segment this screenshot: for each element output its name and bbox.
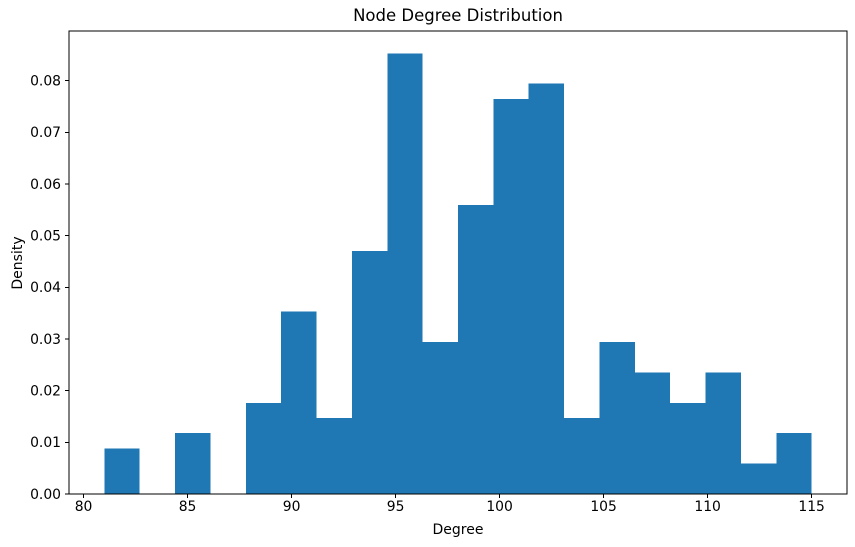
x-tick-label: 80 (75, 499, 93, 515)
x-axis-label: Degree (432, 522, 484, 538)
y-tick-label: 0.01 (30, 435, 61, 451)
axes-spines (68, 30, 848, 495)
histogram-bar (245, 402, 282, 494)
y-tick-label: 0.06 (30, 177, 61, 193)
histogram-bar (422, 342, 458, 494)
x-tick-label: 90 (283, 499, 301, 515)
y-tick-label: 0.08 (30, 73, 61, 89)
x-tick-label: 100 (486, 499, 513, 515)
x-tick-label: 85 (179, 499, 197, 515)
y-axis-label: Density (10, 236, 26, 290)
chart-title: Node Degree Distribution (353, 6, 563, 25)
x-tick-label: 115 (798, 499, 825, 515)
histogram-bar (599, 342, 635, 494)
histogram-bar (387, 53, 423, 494)
x-tick-label: 95 (387, 499, 405, 515)
y-tick-label: 0.00 (30, 487, 61, 503)
y-tick-label: 0.04 (30, 280, 61, 296)
y-tick-label: 0.03 (30, 332, 61, 348)
histogram-bar (316, 418, 352, 494)
histogram-bar (351, 250, 388, 494)
histogram-bar (458, 205, 494, 495)
y-tick-label: 0.07 (30, 125, 61, 141)
histogram-bar (776, 433, 812, 494)
histogram-bar (564, 418, 600, 494)
histogram-bar (634, 372, 671, 494)
histogram-bar (281, 311, 317, 494)
y-tick-label: 0.02 (30, 383, 61, 399)
histogram-bar (175, 433, 211, 494)
histogram-bar (493, 98, 529, 494)
x-tick-label: 105 (590, 499, 617, 515)
histogram-bar (705, 372, 741, 494)
histogram-bar (740, 463, 777, 494)
histogram-bar (670, 402, 706, 494)
y-tick-label: 0.05 (30, 228, 61, 244)
histogram-bar (104, 448, 140, 494)
histogram-bar (528, 83, 565, 495)
x-tick-label: 110 (694, 499, 721, 515)
